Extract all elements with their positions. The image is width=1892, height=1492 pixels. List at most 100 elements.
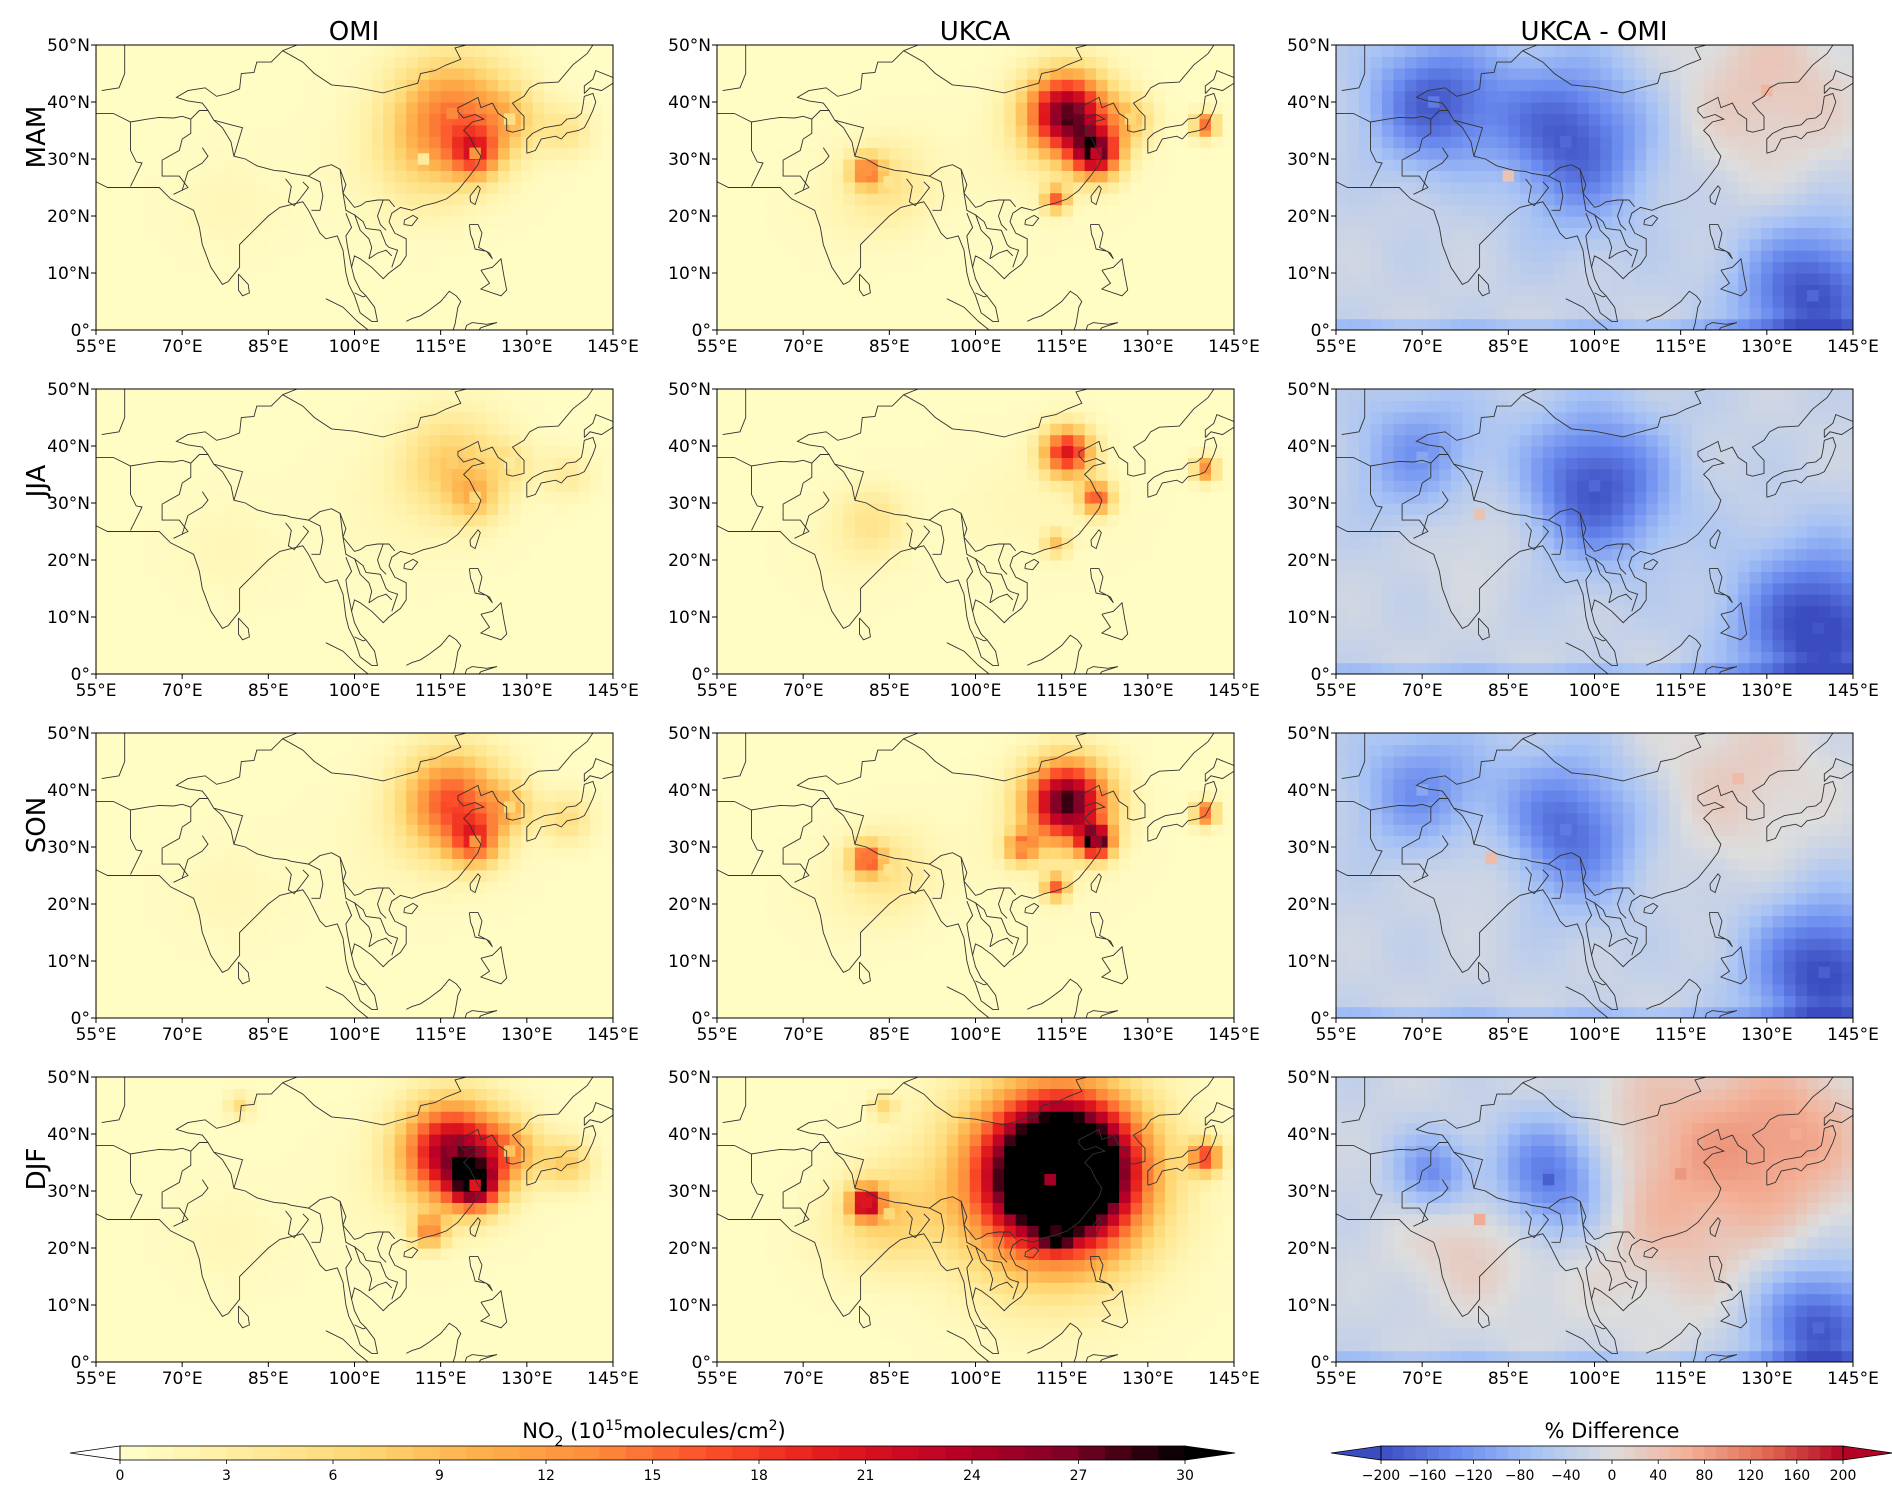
grid-cell [187, 468, 200, 481]
grid-cell [751, 261, 764, 274]
hotspot-4 [417, 153, 430, 165]
grid-cell [463, 651, 476, 664]
grid-cell [210, 204, 223, 217]
grid-cell [1096, 159, 1109, 171]
grid-cell [739, 423, 753, 436]
grid-cell [1073, 227, 1086, 240]
grid-cell [717, 147, 730, 160]
grid-cell [1669, 261, 1682, 274]
grid-cell [1623, 170, 1636, 183]
grid-cell [555, 113, 568, 126]
grid-cell [96, 284, 109, 297]
grid-cell [1404, 261, 1418, 274]
grid-cell [210, 662, 223, 674]
grid-cell [475, 159, 488, 171]
grid-cell [532, 537, 545, 550]
coastline [377, 543, 387, 575]
grid-cell [199, 90, 212, 103]
grid-cell [440, 423, 453, 436]
grid-cell [567, 457, 580, 470]
grid-cell [348, 662, 361, 674]
grid-cell [348, 605, 361, 618]
grid-cell [1027, 307, 1040, 320]
grid-cell [486, 227, 499, 240]
grid-cell [291, 79, 304, 92]
grid-cell [1004, 193, 1017, 206]
grid-cell [486, 250, 499, 263]
grid-cell [1199, 45, 1212, 57]
grid-cell [302, 318, 315, 330]
grid-cell [601, 90, 613, 103]
grid-cell [762, 503, 776, 515]
grid-cell [1107, 159, 1120, 171]
grid-cell [486, 514, 499, 527]
grid-cell [1038, 193, 1051, 206]
grid-cell [187, 434, 200, 447]
grid-cell [1703, 238, 1716, 251]
grid-cell [739, 238, 753, 251]
grid-cell [1807, 227, 1820, 240]
coastline [468, 224, 493, 260]
grid-cell [187, 617, 200, 629]
grid-cell [728, 548, 741, 561]
grid-cell [1726, 124, 1739, 137]
grid-cell [371, 318, 384, 330]
panel-jja-ukca: 55°E 70°E 85°E 100°E 115°E 130°E 145°E50°N40°N… [668, 380, 1260, 701]
grid-cell [1165, 216, 1178, 228]
grid-cell [302, 238, 315, 251]
grid-cell [383, 457, 396, 470]
grid-cell [452, 468, 465, 481]
grid-cell [176, 193, 189, 206]
grid-cell [394, 56, 407, 69]
grid-cell [831, 204, 844, 217]
grid-cell [302, 193, 315, 206]
grid-cell [486, 136, 499, 149]
y-tick-label: 20°N [47, 207, 90, 227]
grid-cell [1027, 273, 1040, 285]
grid-cell [1188, 79, 1201, 92]
x-tick-label: 70°E [162, 681, 203, 701]
grid-cell [728, 389, 741, 401]
grid-cell [406, 250, 419, 263]
grid-cell [774, 102, 787, 114]
grid-cell [1393, 318, 1406, 330]
grid-cell [866, 56, 879, 69]
grid-cell [981, 238, 994, 251]
grid-cell [348, 136, 361, 149]
grid-cell [153, 147, 166, 160]
grid-cell [717, 605, 730, 618]
grid-cell [1715, 307, 1728, 320]
grid-cell [1692, 124, 1705, 137]
grid-cell [1416, 318, 1429, 330]
grid-cell [1600, 56, 1613, 69]
grid-cell [1142, 102, 1155, 114]
grid-cell [1211, 124, 1224, 137]
grid-cell [96, 67, 109, 80]
grid-cell [1830, 261, 1843, 274]
grid-cell [555, 617, 568, 629]
grid-cell [291, 651, 304, 664]
hotspot-1 [469, 491, 481, 503]
grid-cell [406, 102, 419, 114]
grid-cell [164, 400, 178, 413]
grid-cell [1634, 238, 1647, 251]
grid-cell [544, 250, 557, 263]
grid-cell [1450, 307, 1463, 320]
grid-cell [992, 170, 1005, 183]
grid-cell [1784, 261, 1797, 274]
hotspot-0 [446, 457, 458, 469]
grid-cell [302, 491, 315, 504]
grid-cell [820, 124, 833, 137]
grid-cell [728, 90, 741, 103]
grid-cell [912, 67, 925, 80]
grid-cell [958, 102, 971, 114]
grid-cell [785, 651, 799, 664]
grid-cell [1427, 170, 1440, 183]
grid-cell [314, 423, 327, 436]
grid-cell [107, 662, 120, 674]
grid-cell [325, 238, 338, 251]
grid-cell [958, 90, 971, 103]
grid-cell [187, 307, 200, 320]
grid-cell [187, 537, 200, 550]
grid-cell [717, 181, 730, 194]
